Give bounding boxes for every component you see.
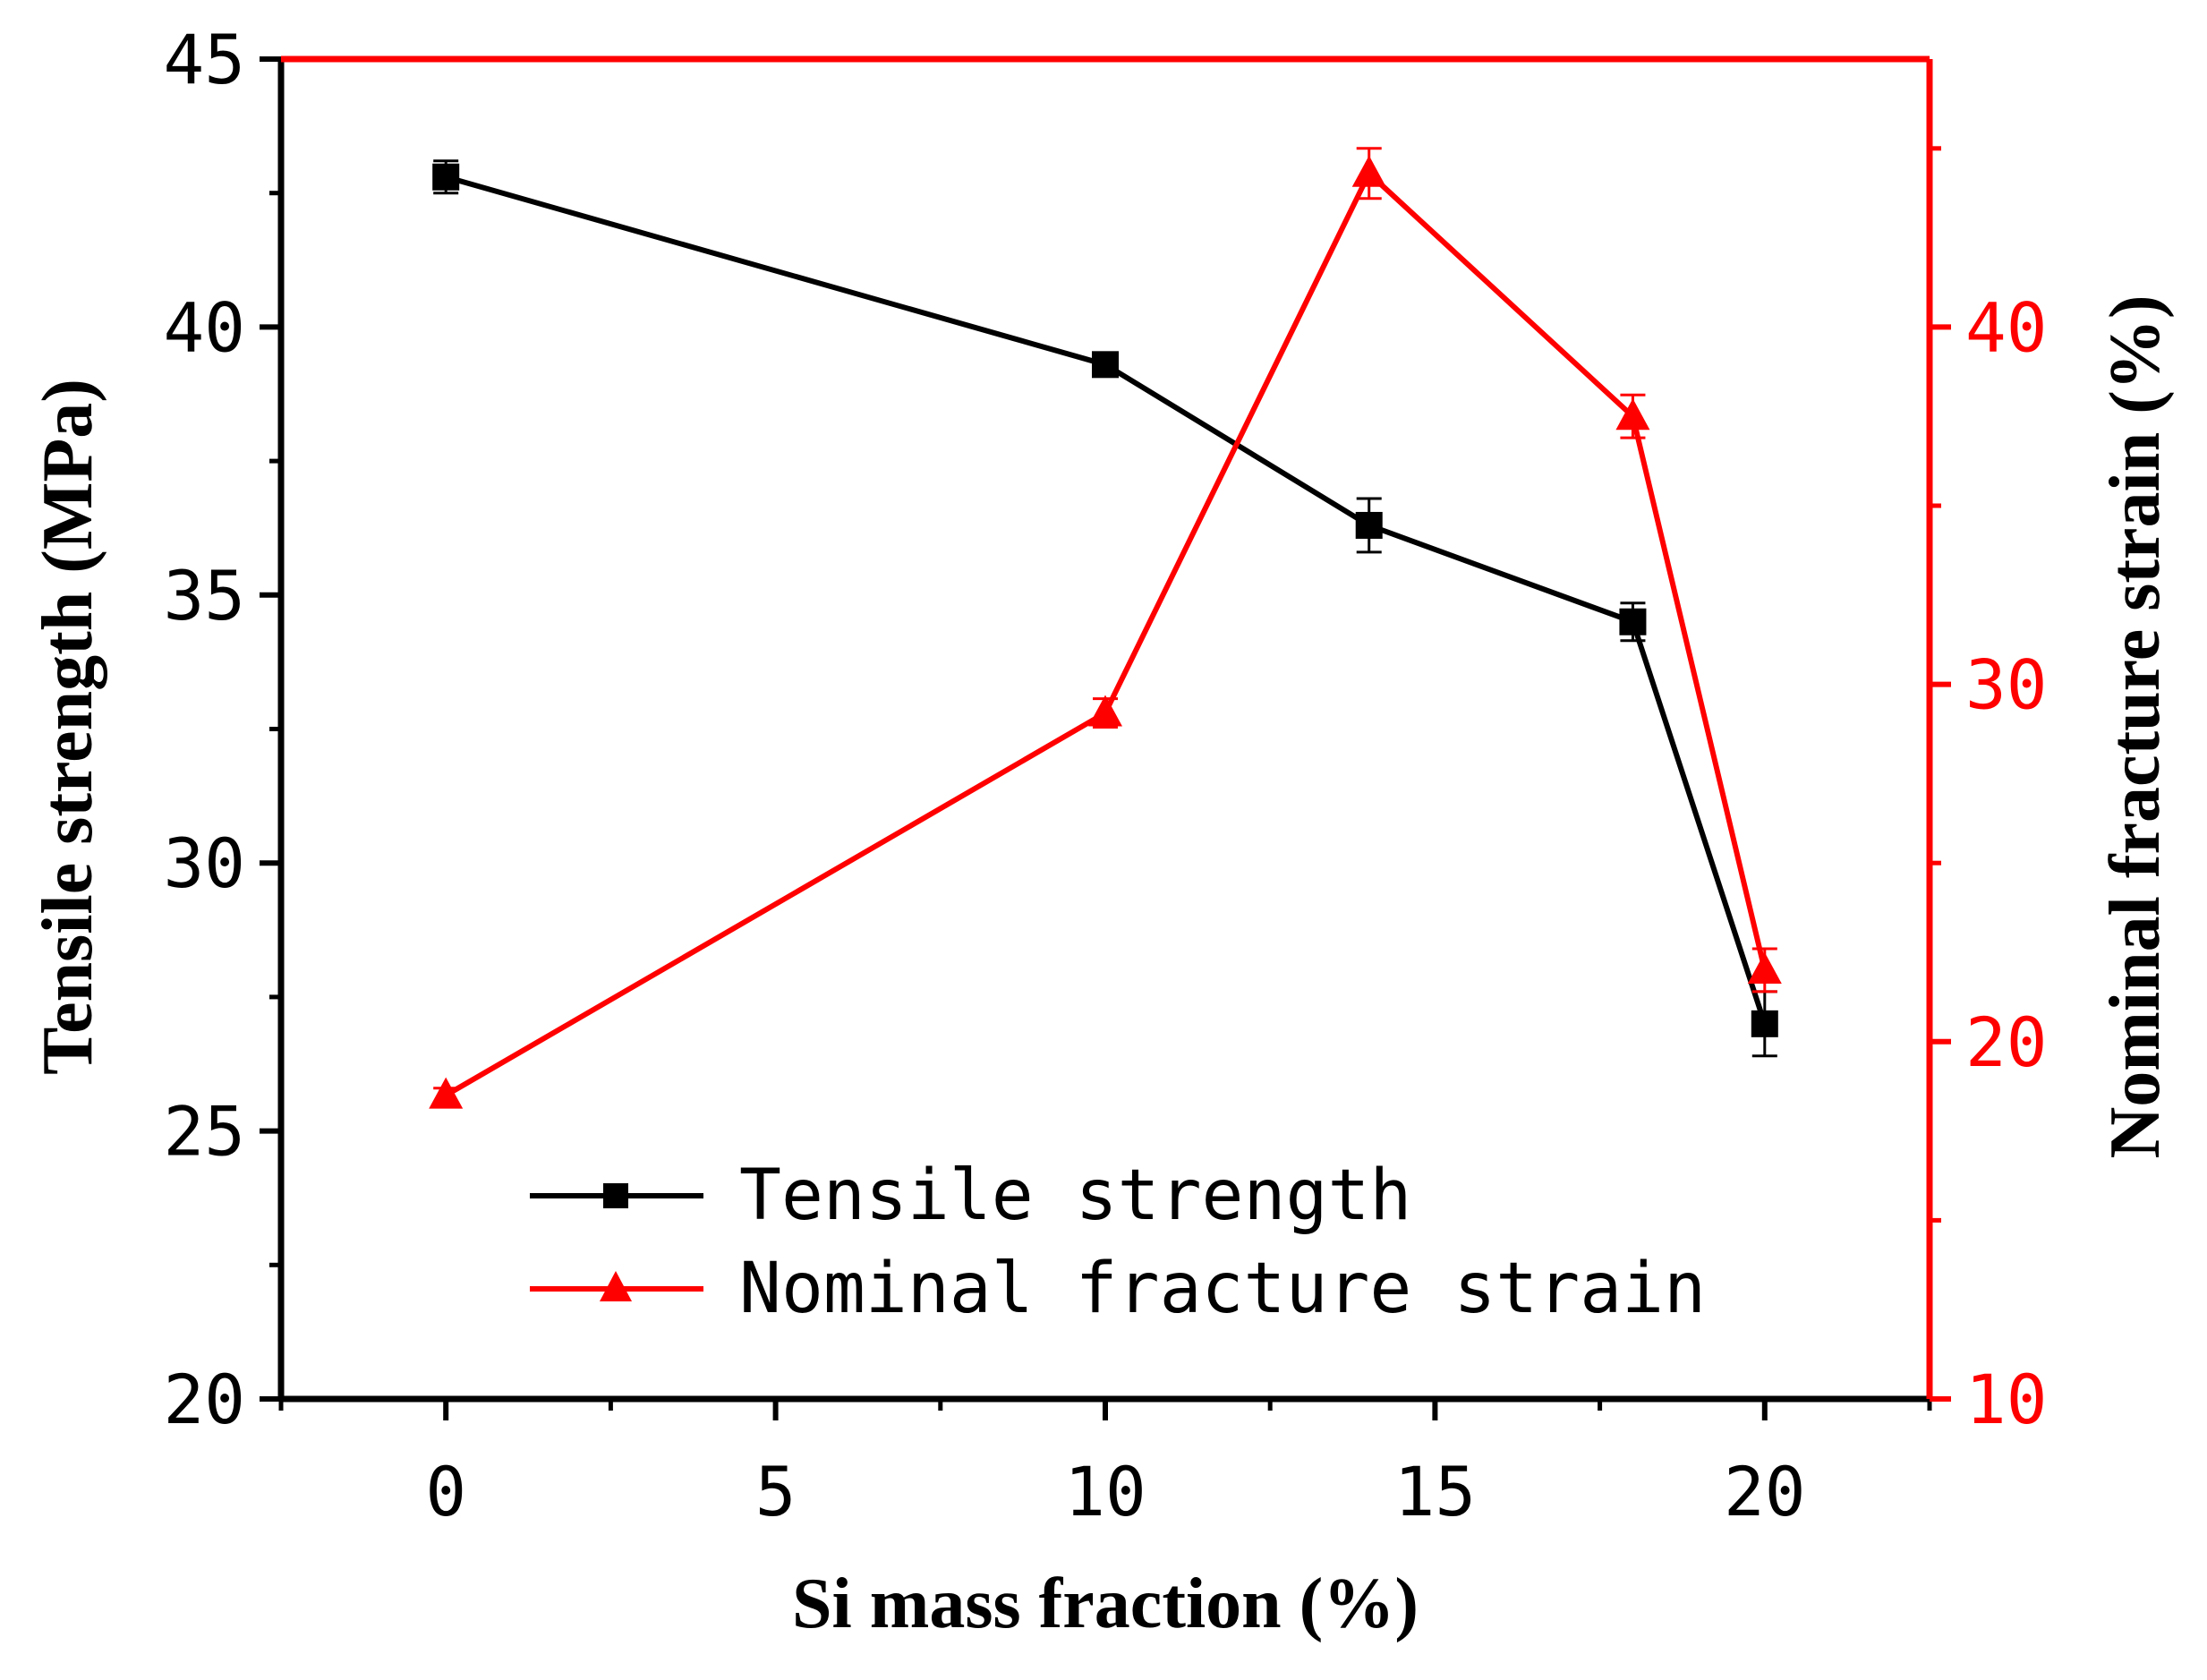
series-line-1 xyxy=(444,170,1768,1098)
y-left-tick-label-30: 30 xyxy=(163,823,245,903)
y-left-tick-label-35: 35 xyxy=(163,556,245,635)
y-left-tick-label-45: 45 xyxy=(163,20,245,99)
data-point-square xyxy=(1619,608,1647,635)
data-point-square xyxy=(1751,1010,1778,1037)
legend-marker-square xyxy=(603,1183,628,1208)
data-point-square xyxy=(1355,511,1383,539)
data-point-square xyxy=(432,163,460,191)
y-right-tick-label-10: 10 xyxy=(1965,1360,2048,1439)
x-axis-title: Si mass fraction (%) xyxy=(792,1565,1419,1643)
data-point-triangle xyxy=(1747,951,1782,984)
x-tick-label-0: 0 xyxy=(425,1452,466,1531)
data-point-square xyxy=(1092,351,1119,379)
x-tick-label-10: 10 xyxy=(1064,1452,1146,1531)
x-tick-label-20: 20 xyxy=(1724,1452,1806,1531)
series-line-0 xyxy=(445,174,1768,1025)
y-right-axis-title: Nominal fracture strain (%) xyxy=(2096,295,2175,1159)
ticks-layer: 0 5 10 15 20 20 25 30 35 40 45 10 20 30 40 xyxy=(163,20,2047,1531)
x-tick-label-15: 15 xyxy=(1394,1452,1477,1531)
y-left-tick-label-40: 40 xyxy=(163,287,245,367)
legend-label-strain: Nominal fracture strain xyxy=(739,1249,1706,1329)
x-tick-label-5: 5 xyxy=(755,1452,797,1531)
y-right-tick-label-20: 20 xyxy=(1965,1002,2048,1082)
data-point-triangle xyxy=(1615,398,1650,431)
legend-marker-triangle xyxy=(600,1271,632,1301)
legend: Tensile strength Nominal fracture strain xyxy=(530,1156,1706,1329)
y-left-tick-label-20: 20 xyxy=(163,1360,245,1439)
data-point-triangle xyxy=(1351,155,1386,187)
y-right-tick-label-30: 30 xyxy=(1965,645,2048,725)
series-layer xyxy=(429,147,1782,1109)
y-left-tick-label-25: 25 xyxy=(163,1092,245,1172)
y-left-axis-title: Tensile strength (MPa) xyxy=(29,379,107,1075)
legend-label-tensile: Tensile strength xyxy=(739,1156,1411,1236)
data-point-triangle xyxy=(429,1077,464,1109)
data-point-triangle xyxy=(1088,695,1122,727)
y-right-tick-label-40: 40 xyxy=(1965,287,2048,367)
